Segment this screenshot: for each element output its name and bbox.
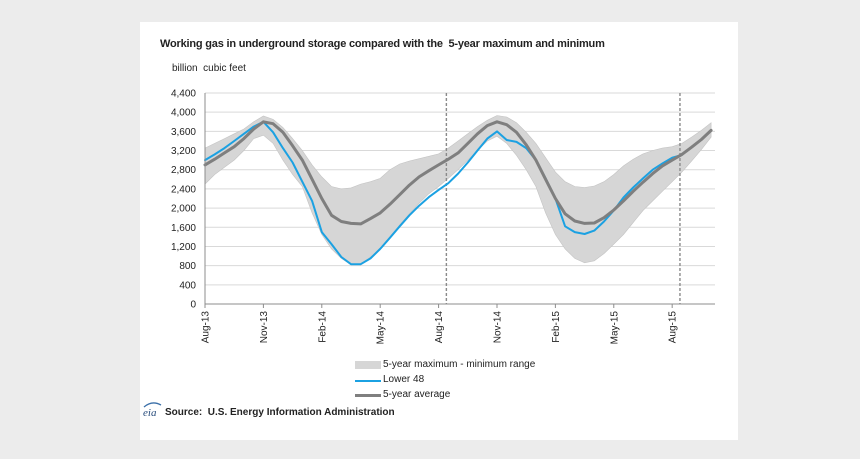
x-tick-label: Aug-14: [434, 311, 445, 344]
legend-item-range: 5-year maximum - minimum range: [352, 359, 535, 373]
marker-lines: [445, 93, 681, 304]
series-lines: [203, 120, 713, 266]
y-tick-label: 2,400: [171, 184, 196, 195]
legend-item-lower-48: Lower 48: [352, 374, 424, 388]
y-tick-label: 3,200: [171, 146, 196, 157]
y-tick-label: 0: [190, 300, 196, 311]
axes: [204, 93, 715, 308]
x-tick-label: Nov-13: [259, 311, 270, 344]
legend-swatch-lower-48: [355, 380, 381, 382]
x-tick-label: May-15: [609, 311, 620, 345]
legend-item-5-year-average: 5-year average: [352, 389, 450, 403]
x-tick-label: May-14: [376, 311, 387, 345]
y-tick-label: 3,600: [171, 127, 196, 138]
eia-logo: eia: [143, 402, 162, 419]
y-tick-label: 4,400: [171, 89, 196, 100]
x-tick-label: Feb-14: [317, 311, 328, 343]
y-tick-label: 400: [179, 280, 196, 291]
legend-label-lower-48: Lower 48: [383, 374, 425, 385]
y-tick-label: 2,800: [171, 165, 196, 176]
x-tick-label: Nov-14: [492, 311, 503, 344]
y-tick-label: 800: [179, 261, 196, 272]
svg-text:eia: eia: [143, 407, 157, 419]
y-tick-label: 1,200: [171, 242, 196, 253]
series-line-lower-48: [204, 120, 683, 266]
chart-title: Working gas in underground storage compa…: [160, 38, 605, 50]
legend-swatch-range: [355, 361, 381, 369]
x-tick-label: Aug-15: [668, 311, 679, 344]
source-note: Source: U.S. Energy Information Administ…: [165, 407, 395, 418]
legend-label-range: 5-year maximum - minimum range: [383, 359, 536, 370]
series-line-5-year-average: [203, 120, 713, 226]
legend-swatch-5-year-average: [355, 394, 381, 397]
chart-panel: [140, 22, 738, 440]
y-tick-label: 2,000: [171, 204, 196, 215]
tick-labels: 0 400 800 1,200 1,600 2,000 2,400 2,800 3,200 3,6…: [171, 89, 679, 345]
y-tick-label: 1,600: [171, 223, 196, 234]
legend-label-5-year-average: 5-year average: [383, 389, 451, 400]
y-axis-units-label: billion cubic feet: [172, 63, 246, 74]
x-tick-label: Aug-13: [201, 311, 212, 344]
y-tick-label: 4,000: [171, 108, 196, 119]
x-tick-label: Feb-15: [551, 311, 562, 343]
